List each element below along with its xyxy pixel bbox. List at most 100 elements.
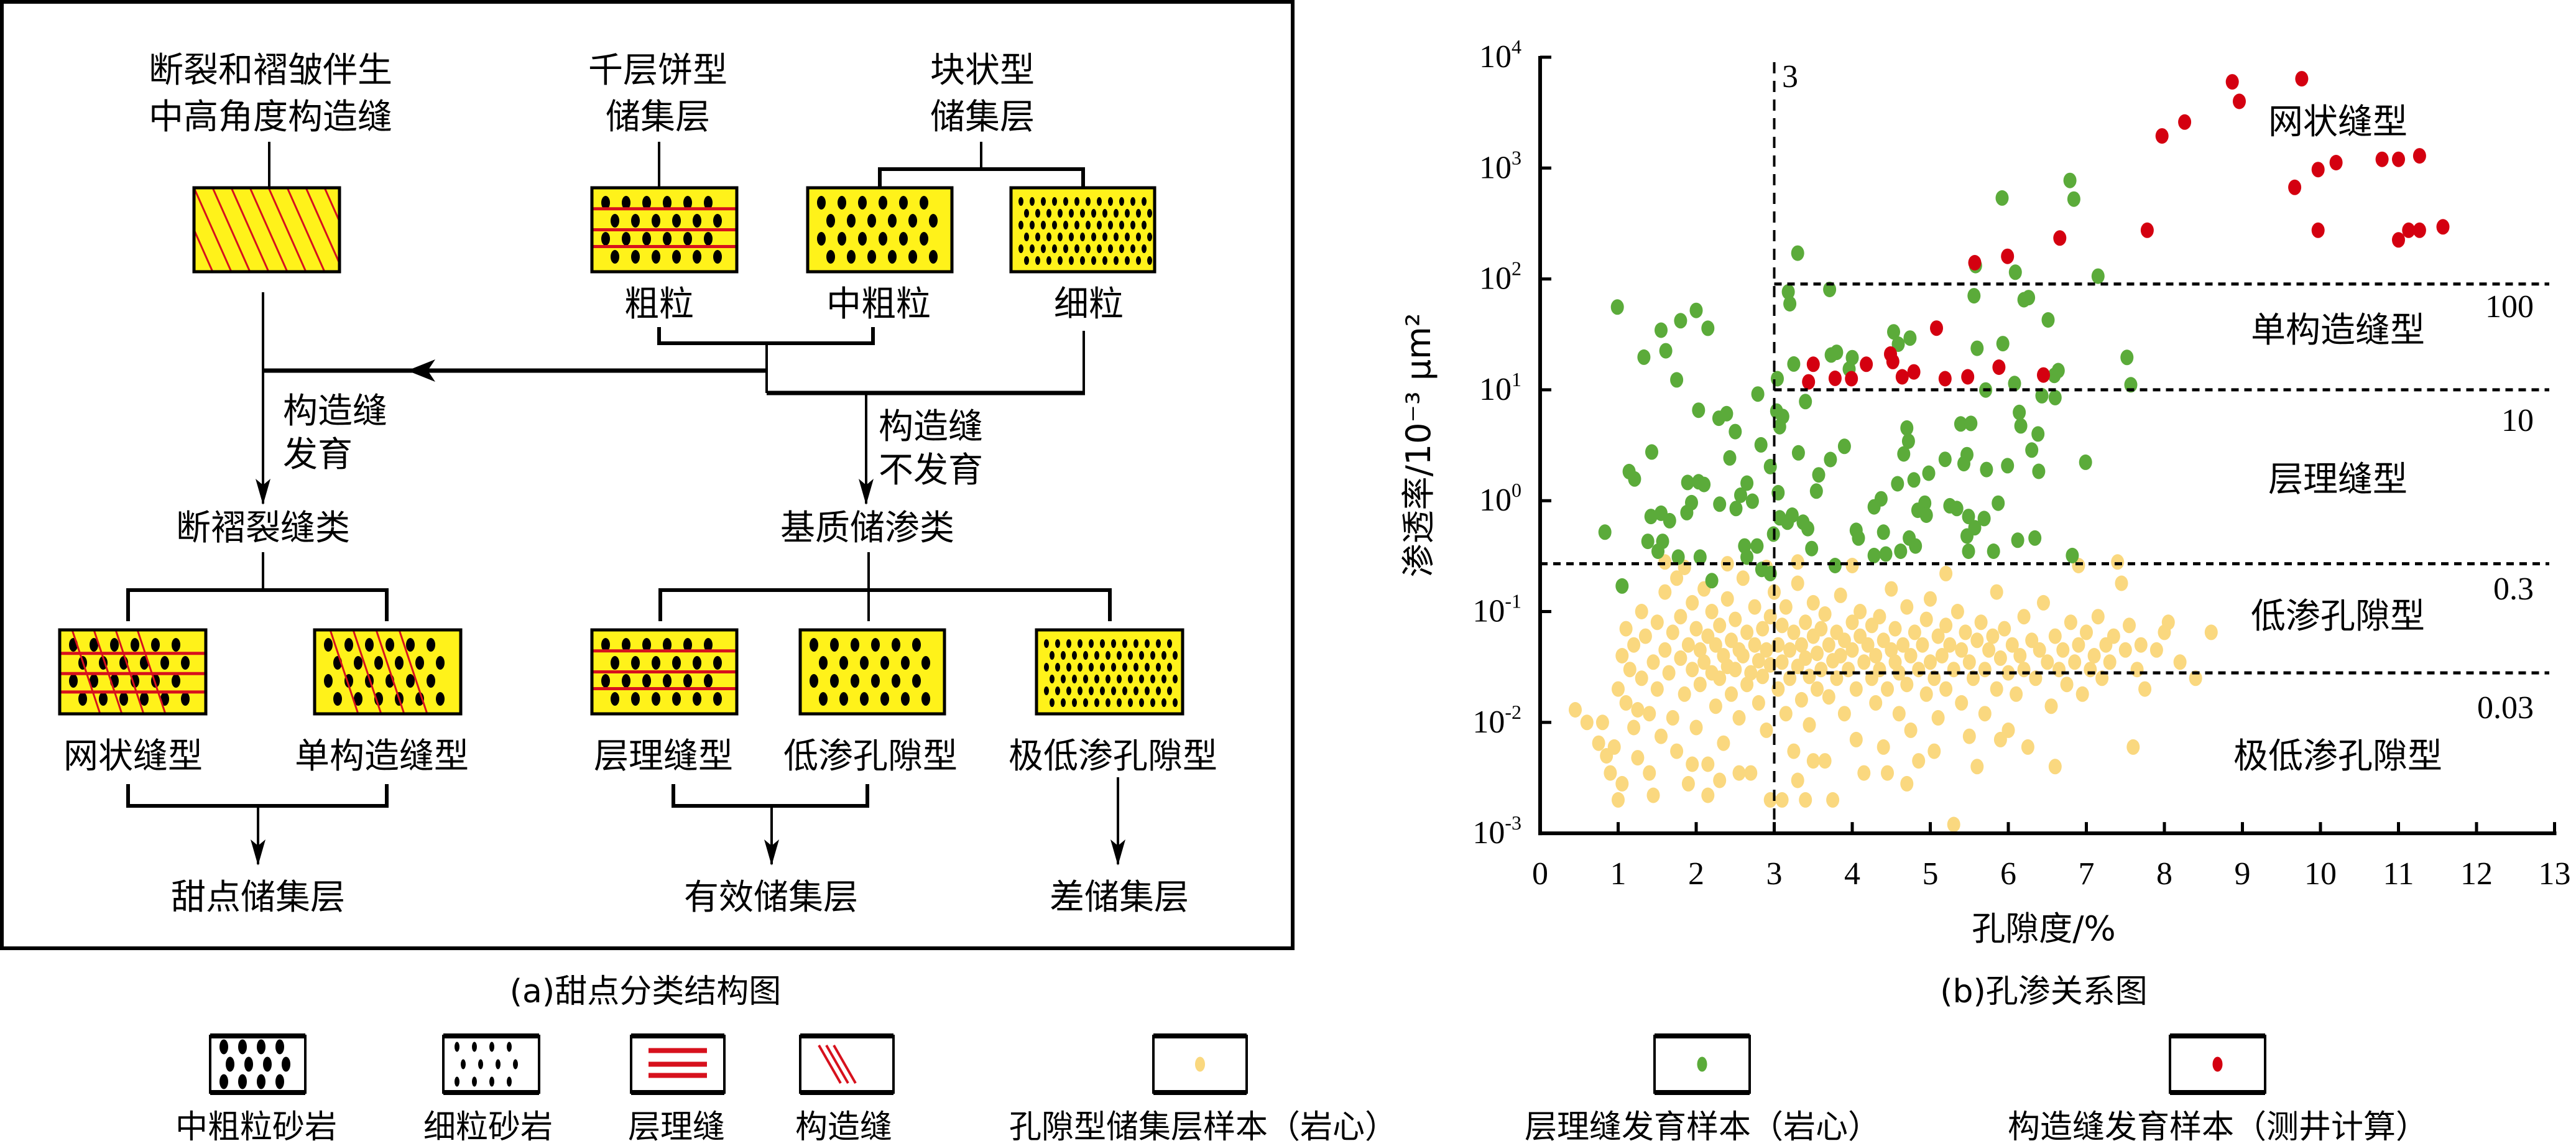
- grain-label-fine: 细粒: [1054, 284, 1124, 325]
- data-point: [1903, 330, 1917, 346]
- data-point: [1947, 662, 1960, 678]
- data-point: [1895, 369, 1909, 385]
- fracture-line: [343, 188, 381, 272]
- data-point: [1670, 372, 1684, 388]
- box-border: [58, 628, 208, 716]
- grain-dot: [78, 692, 87, 706]
- x-tick-label: 0: [1532, 856, 1548, 892]
- data-point: [1754, 437, 1768, 453]
- data-point: [1885, 642, 1898, 658]
- layercake-label-line2: 储集层: [606, 97, 710, 137]
- data-point: [1939, 681, 1953, 697]
- data-point: [1615, 775, 1629, 792]
- grain-dot: [1133, 663, 1138, 672]
- data-point: [1663, 512, 1676, 529]
- grain-dot: [1041, 244, 1046, 253]
- data-point: [1869, 648, 1883, 663]
- grain-dot: [1119, 197, 1124, 206]
- data-point: [1734, 487, 1747, 503]
- grain-dot: [1069, 256, 1074, 265]
- data-point: [1631, 702, 1645, 718]
- data-point: [1993, 731, 2007, 747]
- x-tick-label: 4: [1844, 856, 1860, 892]
- grain-dot: [652, 214, 660, 228]
- data-point: [1907, 364, 1921, 380]
- type-label-single: 单构造缝型: [295, 736, 469, 777]
- grain-dot: [1119, 221, 1124, 229]
- grain-dot: [622, 674, 630, 688]
- grain-dot: [1111, 663, 1116, 672]
- fracture-line: [93, 630, 123, 714]
- data-point: [1791, 575, 1804, 591]
- data-point: [2051, 363, 2065, 379]
- data-point: [1822, 637, 1835, 653]
- grain-dot: [1117, 698, 1122, 707]
- region-label-ultra-low: 极低渗孔隙型: [2233, 736, 2442, 777]
- grain-dot: [601, 232, 610, 246]
- legend-label: 细粒砂岩: [423, 1109, 553, 1146]
- fracture-line: [71, 630, 101, 714]
- arrow-down-icon: [1110, 839, 1125, 866]
- grain-dot: [354, 656, 362, 670]
- grain-dot: [1114, 233, 1119, 241]
- data-point: [1992, 495, 2005, 511]
- grain-dot: [1074, 244, 1079, 253]
- grain-dot: [642, 638, 651, 652]
- grain-dot: [920, 196, 928, 210]
- grain-dot: [1156, 663, 1161, 672]
- grain-dot: [642, 674, 651, 688]
- data-point: [1756, 621, 1770, 637]
- massive-label-line2: 储集层: [930, 97, 1035, 137]
- data-point: [2021, 739, 2034, 755]
- data-point: [2161, 614, 2175, 631]
- data-point: [1760, 722, 1773, 738]
- data-point: [1849, 731, 1863, 747]
- grain-dot: [663, 638, 672, 652]
- data-point: [2140, 222, 2154, 238]
- data-point: [1791, 245, 1804, 261]
- data-point: [1912, 662, 1926, 678]
- region-label-bedding: 层理缝型: [2268, 460, 2407, 500]
- x-tick-label: 6: [2000, 856, 2016, 892]
- data-point: [1894, 543, 1908, 559]
- grain-dot: [663, 232, 672, 246]
- grain-dot: [1061, 675, 1066, 683]
- data-point: [1791, 445, 1805, 461]
- grain-dot: [1058, 209, 1063, 218]
- data-point: [1678, 686, 1691, 702]
- data-point: [1681, 637, 1695, 653]
- grain-dot: [672, 656, 681, 670]
- x-tick-label: 5: [1923, 856, 1939, 892]
- arrow-left-icon: [407, 359, 435, 382]
- grain-dot: [1094, 698, 1099, 707]
- grain-dot: [140, 692, 149, 706]
- data-point: [2014, 418, 2028, 434]
- fracture-line: [194, 269, 195, 272]
- grain-dot: [1147, 256, 1152, 265]
- data-point: [1908, 624, 1921, 640]
- grain-dot: [622, 638, 630, 652]
- grain-dot: [1106, 698, 1110, 707]
- data-point: [1681, 775, 1695, 792]
- data-point: [1628, 471, 1641, 487]
- grain-dot: [436, 692, 445, 706]
- data-point: [1881, 765, 1894, 781]
- data-point: [1787, 356, 1801, 372]
- bedding-fracture-box: [590, 628, 739, 716]
- data-point: [2107, 628, 2120, 644]
- data-point: [1950, 604, 1964, 619]
- data-point: [1912, 753, 1926, 769]
- data-point: [1814, 621, 1828, 637]
- data-point: [1729, 662, 1742, 678]
- data-point: [1938, 451, 1952, 468]
- data-point: [1751, 386, 1765, 402]
- data-point: [1697, 476, 1711, 492]
- data-point: [2091, 609, 2105, 625]
- grain-dot: [631, 214, 640, 228]
- data-point: [1615, 578, 1629, 594]
- data-point: [1818, 606, 1832, 622]
- grain-dot: [1058, 233, 1063, 241]
- grain-dot: [1130, 197, 1135, 206]
- data-point: [2022, 290, 2036, 306]
- data-point: [2001, 458, 2015, 474]
